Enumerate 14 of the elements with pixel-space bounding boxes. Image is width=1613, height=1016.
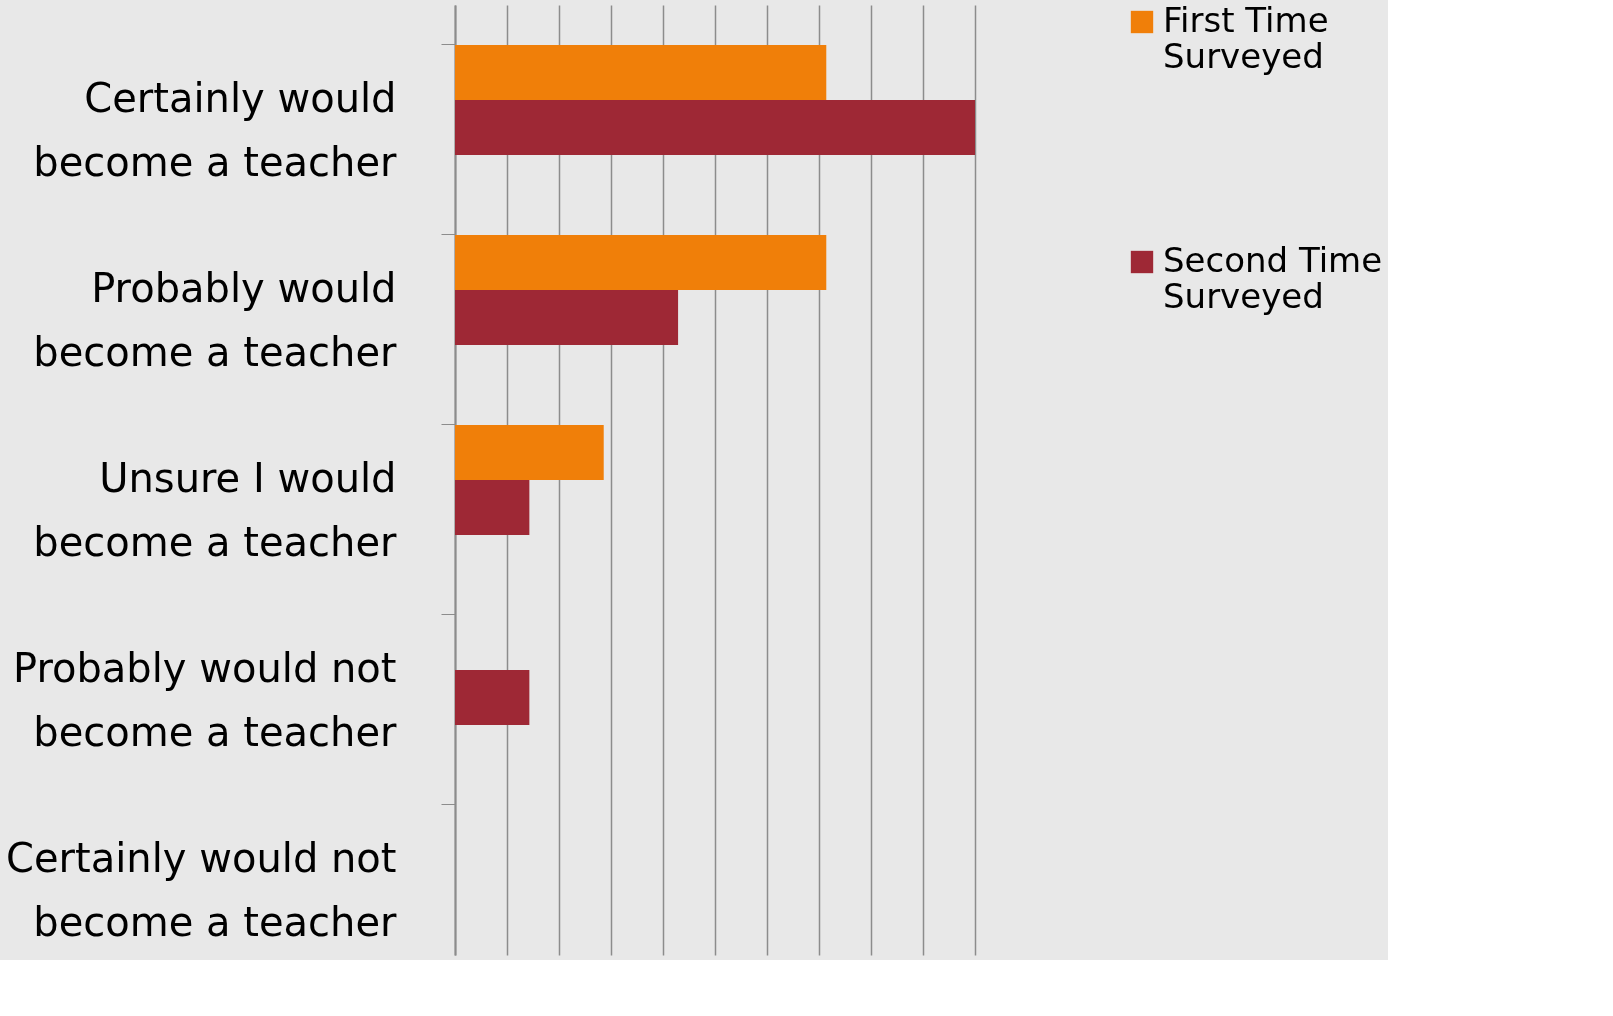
y-tick-label: Certainly would become a teacher bbox=[33, 75, 398, 185]
bar bbox=[455, 480, 530, 536]
y-tick-label: Probably would not become a teacher bbox=[12, 645, 398, 755]
bar bbox=[455, 234, 827, 290]
y-tick-label: Certainly would not become a teacher bbox=[6, 835, 398, 945]
y-tick-label: Probably would become a teacher bbox=[33, 265, 398, 375]
bar bbox=[455, 290, 679, 346]
y-tick-label: Unsure I would become a teacher bbox=[33, 455, 398, 565]
legend-label: Second Time Surveyed bbox=[1163, 240, 1383, 316]
bar bbox=[455, 670, 530, 726]
bar bbox=[455, 44, 827, 100]
bar bbox=[455, 424, 604, 480]
bar bbox=[455, 100, 975, 156]
legend-label: First Time Surveyed bbox=[1163, 0, 1329, 76]
